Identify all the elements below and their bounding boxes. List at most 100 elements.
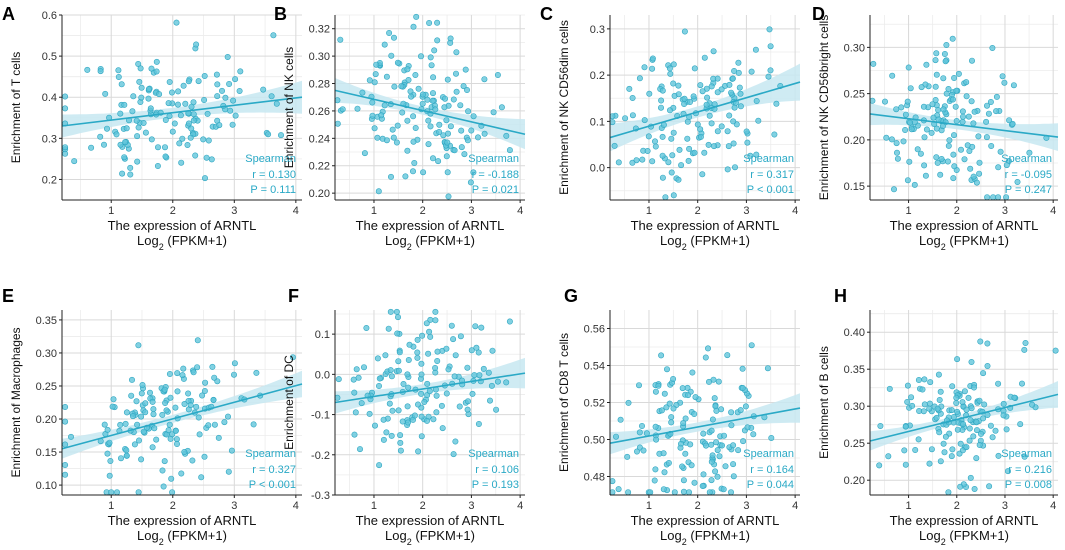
data-point <box>959 118 966 125</box>
data-point <box>427 123 434 130</box>
data-point <box>404 371 411 378</box>
data-point <box>390 134 397 141</box>
data-point <box>109 403 116 410</box>
data-point <box>434 357 441 364</box>
data-point <box>334 97 341 104</box>
data-point <box>984 194 991 201</box>
data-point <box>138 413 145 420</box>
data-point <box>945 489 952 496</box>
data-point <box>119 170 126 177</box>
data-point <box>700 430 707 437</box>
data-point <box>662 194 669 201</box>
data-point <box>486 397 493 404</box>
data-point <box>1009 120 1016 127</box>
data-point <box>457 102 464 109</box>
data-point <box>253 369 260 376</box>
data-point <box>1000 412 1007 419</box>
stat-method: Spearman <box>743 448 794 460</box>
data-point <box>138 456 145 463</box>
data-point <box>919 386 926 393</box>
x-axis-subtitle: Log2 (FPKM+1) <box>919 528 1009 545</box>
data-point <box>657 104 664 111</box>
y-tick-label: 0.20 <box>36 414 57 426</box>
data-point <box>681 28 688 35</box>
data-point <box>97 133 104 140</box>
data-point <box>121 101 128 108</box>
data-point <box>201 97 208 104</box>
data-point <box>660 450 667 457</box>
y-axis-title: Enrichment of NK CD56dim cells <box>557 20 571 195</box>
stat-r: r = 0.317 <box>750 169 794 181</box>
x-tick-label: 4 <box>293 205 299 217</box>
data-point <box>352 409 359 416</box>
data-point <box>129 376 136 383</box>
data-point <box>739 365 746 372</box>
x-axis-title: The expression of ARNTL <box>356 218 505 233</box>
data-point <box>202 379 209 386</box>
data-point <box>185 120 192 127</box>
data-point <box>432 317 439 324</box>
data-point <box>161 386 168 393</box>
data-point <box>992 427 999 434</box>
data-point <box>697 126 704 133</box>
data-point <box>915 376 922 383</box>
data-point <box>714 473 721 480</box>
data-point <box>447 123 454 130</box>
data-point <box>430 74 437 81</box>
data-point <box>433 409 440 416</box>
y-axis-title: Enrichment of CD8 T cells <box>557 333 571 472</box>
data-point <box>977 338 984 345</box>
stat-r: r = -0.095 <box>1005 169 1052 181</box>
data-point <box>354 105 361 112</box>
x-tick-label: 3 <box>468 500 474 512</box>
data-point <box>441 104 448 111</box>
data-point <box>104 125 111 132</box>
data-point <box>743 128 750 135</box>
data-point <box>636 75 643 82</box>
data-point <box>997 148 1004 155</box>
data-point <box>418 371 425 378</box>
data-point <box>201 387 208 394</box>
data-point <box>612 433 619 440</box>
data-point <box>701 149 708 156</box>
data-point <box>954 426 961 433</box>
data-point <box>957 146 964 153</box>
data-point <box>980 415 987 422</box>
data-point <box>609 119 616 126</box>
data-point <box>231 371 238 378</box>
x-tick-label: 2 <box>695 500 701 512</box>
y-tick-label: 0.3 <box>42 133 57 145</box>
x-tick-label: 2 <box>954 205 960 217</box>
data-point <box>711 395 718 402</box>
data-point <box>232 76 239 83</box>
data-point <box>685 157 692 164</box>
data-point <box>893 149 900 156</box>
x-tick-label: 4 <box>792 500 798 512</box>
x-axis-subtitle: Log2 (FPKM+1) <box>385 233 475 252</box>
data-point <box>684 392 691 399</box>
data-point <box>705 141 712 148</box>
panel-h: 1 2 3 4 0.20 0.25 0.30 0.35 0.40 The expression o… <box>817 286 1059 547</box>
data-point <box>216 122 223 129</box>
data-point <box>189 457 196 464</box>
data-point <box>635 382 642 389</box>
data-point <box>626 85 633 92</box>
x-axis-subtitle: Log2 (FPKM+1) <box>919 233 1009 252</box>
y-axis-title: Enrichment of NK cells <box>282 47 296 168</box>
data-point <box>640 447 647 454</box>
x-tick-label: 1 <box>906 205 912 217</box>
data-point <box>918 84 925 91</box>
data-point <box>460 83 467 90</box>
data-point <box>697 82 704 89</box>
data-point <box>901 447 908 454</box>
x-axis-subtitle: Log2 (FPKM+1) <box>660 528 750 545</box>
data-point <box>933 125 940 132</box>
confidence-band <box>335 357 525 414</box>
data-point <box>920 103 927 110</box>
y-tick-label: 0.2 <box>590 70 605 82</box>
data-point <box>699 171 706 178</box>
data-point <box>922 172 929 179</box>
data-point <box>944 158 951 165</box>
data-point <box>196 431 203 438</box>
data-point <box>130 413 137 420</box>
